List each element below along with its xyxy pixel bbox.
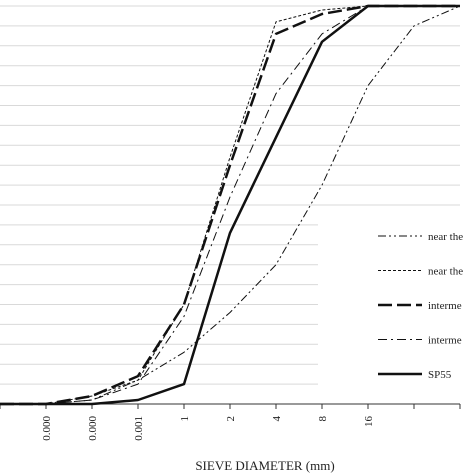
legend-label-5: SP55: [428, 369, 452, 381]
x-tick-label: 4: [271, 416, 283, 422]
x-tick-label: 8: [317, 416, 329, 422]
x-tick-label: 16: [363, 416, 375, 428]
legend-label-4: interme: [428, 335, 462, 347]
legend-label-1: near the: [428, 231, 463, 243]
series-line-5: [0, 4, 460, 406]
legend: near the near the interme interme SP55: [318, 222, 474, 392]
x-tick-labels: 0.000 0.000 0.001 1 2 4 8 16: [41, 416, 375, 441]
x-tick-label: 0.000: [87, 416, 99, 441]
x-tick-label: 1: [179, 416, 191, 422]
x-tick-label: 0.000: [41, 416, 53, 441]
series-line-1: [0, 5, 461, 405]
legend-box: [318, 222, 474, 392]
series-lines: [0, 4, 461, 406]
x-axis-label: SIEVE DIAMETER (mm): [195, 458, 334, 473]
x-tick-label: 2: [225, 416, 237, 422]
series-line-3: [0, 4, 460, 406]
legend-label-2: near the: [428, 266, 463, 278]
x-tick-label: 0.001: [133, 416, 145, 441]
legend-label-3: interme: [428, 300, 462, 312]
